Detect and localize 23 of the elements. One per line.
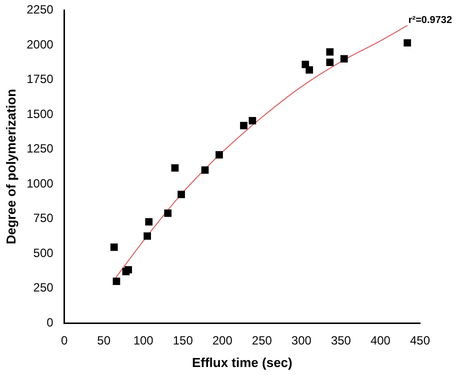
- y-tick-label: 1500: [26, 106, 54, 121]
- y-tick-label: 1750: [26, 72, 54, 86]
- x-axis-title: Efflux time (sec): [192, 354, 292, 370]
- y-tick-label: 250: [33, 280, 54, 295]
- x-tick-label: 0: [60, 334, 68, 348]
- x-tick-label: 400: [370, 334, 391, 348]
- x-tick-label: 100: [133, 334, 154, 348]
- x-tick-label: 50: [97, 334, 111, 348]
- x-tick-label: 300: [291, 334, 312, 348]
- annotation: r²=0.9732: [408, 15, 452, 26]
- y-tick-label: 1000: [26, 176, 54, 190]
- x-tick-label: 350: [330, 334, 352, 348]
- x-tick-label: 150: [172, 334, 194, 348]
- y-tick-label: 2250: [26, 2, 54, 17]
- y-tick-label: 500: [33, 246, 54, 260]
- y-axis-title: Degree of polymerization: [3, 88, 18, 244]
- x-tick-label: 200: [212, 334, 233, 348]
- y-tick-label: 0: [46, 315, 54, 330]
- y-tick-label: 2000: [26, 37, 54, 52]
- y-tick-label: 1250: [26, 142, 54, 156]
- x-tick-label: 250: [252, 334, 272, 348]
- y-tick-label: 750: [33, 211, 54, 226]
- x-tick-label: 450: [410, 334, 430, 348]
